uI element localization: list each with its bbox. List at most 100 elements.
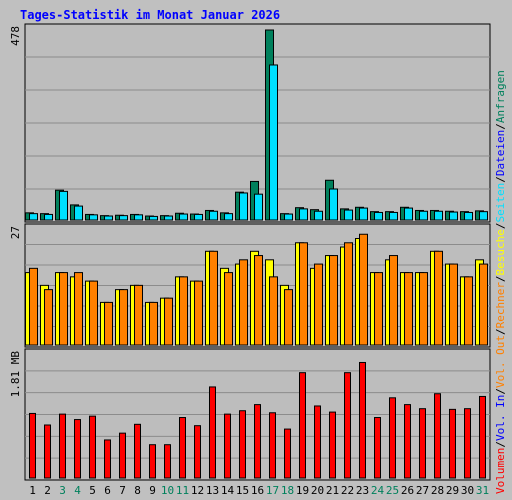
bar-volumen-day-24: [374, 417, 381, 479]
bar-dateien-day-15: [239, 192, 248, 221]
panel-max-label: 1.81 MB: [9, 351, 22, 398]
legend-item-seiten: Seiten: [494, 183, 507, 223]
bar-rechner-day-18: [284, 289, 293, 346]
bar-rechner-day-28: [434, 250, 443, 346]
bar-rechner-day-26: [404, 272, 413, 346]
bar-rechner-day-10: [164, 297, 173, 346]
bar-dateien-day-7: [119, 215, 128, 221]
bar-rechner-day-8: [134, 284, 143, 346]
bar-dateien-day-11: [179, 213, 188, 221]
legend-separator: /: [494, 123, 507, 130]
bar-rechner-day-21: [329, 255, 338, 346]
bar-dateien-day-24: [374, 211, 383, 221]
x-tick-label-26: 26: [401, 484, 414, 497]
bar-rechner-day-13: [209, 250, 218, 346]
bar-volumen-day-8: [134, 423, 141, 479]
bar-rechner-day-12: [194, 280, 203, 346]
legend-item-dateien: Dateien: [494, 130, 507, 176]
legend-text: Volumen/Vol. In/Vol. Out/Rechner/Besuche…: [494, 70, 507, 494]
panel-visits: 27: [9, 223, 491, 348]
bar-volumen-day-1: [29, 412, 36, 479]
legend-separator: /: [494, 441, 507, 448]
legend-item-anfragen: Anfragen: [494, 70, 507, 123]
bar-rechner-day-17: [269, 276, 278, 346]
legend-separator: /: [494, 275, 507, 282]
bar-dateien-day-17: [269, 64, 278, 221]
bar-rechner-day-20: [314, 263, 323, 346]
bar-dateien-day-4: [74, 205, 83, 221]
bar-volumen-day-11: [179, 417, 186, 479]
x-tick-label-16: 16: [251, 484, 264, 497]
bar-volumen-day-3: [59, 413, 66, 479]
bar-dateien-day-9: [149, 215, 158, 221]
x-tick-label-25: 25: [386, 484, 399, 497]
bar-rechner-day-29: [449, 263, 458, 346]
bar-rechner-day-3: [59, 272, 68, 346]
bar-dateien-day-8: [134, 214, 143, 221]
right-legend: Volumen/Vol. In/Vol. Out/Rechner/Besuche…: [494, 70, 507, 494]
bar-rechner-day-15: [239, 259, 248, 346]
legend-separator: /: [494, 176, 507, 183]
bar-volumen-day-21: [329, 411, 336, 479]
bar-dateien-day-1: [29, 213, 38, 221]
bar-volumen-day-10: [164, 444, 171, 479]
bar-volumen-day-27: [419, 408, 426, 479]
bar-rechner-day-19: [299, 242, 308, 346]
bar-rechner-day-30: [464, 276, 473, 346]
x-tick-label-18: 18: [281, 484, 294, 497]
x-tick-label-23: 23: [356, 484, 369, 497]
x-tick-label-13: 13: [206, 484, 219, 497]
bar-volumen-day-7: [119, 432, 126, 479]
x-tick-label-9: 9: [149, 484, 156, 497]
panel-requests: 478: [9, 23, 491, 223]
legend-separator: /: [494, 388, 507, 395]
bar-volumen-day-22: [344, 372, 351, 479]
bar-volumen-day-16: [254, 404, 261, 479]
bar-rechner-day-9: [149, 301, 158, 346]
x-tick-label-22: 22: [341, 484, 354, 497]
bar-dateien-day-2: [44, 213, 53, 221]
x-tick-label-29: 29: [446, 484, 459, 497]
bar-dateien-day-30: [464, 211, 473, 221]
legend-item-besuche: Besuche: [494, 229, 507, 275]
x-tick-label-6: 6: [104, 484, 111, 497]
legend-item-vol-out: Vol. Out: [494, 335, 507, 388]
bar-dateien-day-25: [389, 211, 398, 221]
bar-volumen-day-6: [104, 439, 111, 479]
bar-volumen-day-14: [224, 413, 231, 479]
bar-rechner-day-27: [419, 272, 428, 346]
bar-volumen-day-9: [149, 444, 156, 479]
x-tick-label-4: 4: [74, 484, 81, 497]
x-tick-label-28: 28: [431, 484, 444, 497]
bar-dateien-day-31: [479, 211, 488, 221]
bar-rechner-day-4: [74, 272, 83, 346]
bar-dateien-day-27: [419, 210, 428, 221]
bar-volumen-day-5: [89, 415, 96, 479]
bar-volumen-day-12: [194, 425, 201, 479]
bar-volumen-day-23: [359, 361, 366, 479]
bar-dateien-day-12: [194, 213, 203, 221]
bar-volumen-day-15: [239, 410, 246, 479]
bar-volumen-day-20: [314, 405, 321, 479]
chart-title: Tages-Statistik im Monat Januar 2026: [20, 8, 280, 22]
x-tick-label-17: 17: [266, 484, 279, 497]
bar-dateien-day-23: [359, 207, 368, 221]
x-tick-label-19: 19: [296, 484, 309, 497]
bar-dateien-day-6: [104, 215, 113, 221]
bar-dateien-day-19: [299, 208, 308, 221]
x-tick-label-15: 15: [236, 484, 249, 497]
bar-dateien-day-28: [434, 210, 443, 221]
bar-dateien-day-10: [164, 215, 173, 221]
legend-item-volumen: Volumen: [494, 448, 507, 494]
bar-volumen-day-18: [284, 428, 291, 479]
bar-volumen-day-13: [209, 386, 216, 479]
bar-dateien-day-21: [329, 188, 338, 221]
x-axis-labels: 1 2 3 4 5 6 7 8 9 10 11 12 13 14 15 16 17 18 19 20 21 22 23 24 2…: [29, 484, 489, 497]
x-tick-label-1: 1: [29, 484, 36, 497]
legend-separator: /: [494, 328, 507, 335]
bar-dateien-day-13: [209, 210, 218, 221]
panel-max-label: 27: [9, 226, 22, 239]
bar-volumen-day-4: [74, 419, 81, 479]
bar-dateien-day-20: [314, 210, 323, 221]
